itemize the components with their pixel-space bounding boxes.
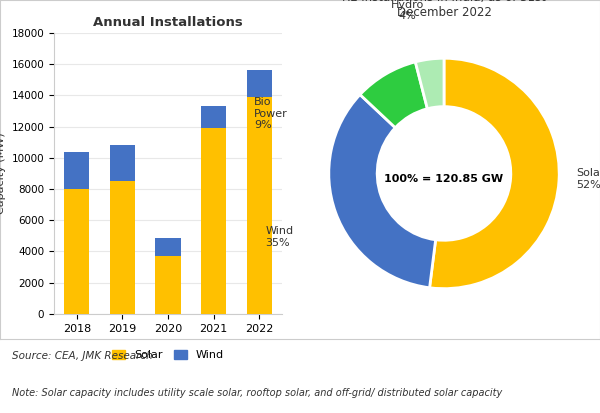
Text: Small
Hydro
4%: Small Hydro 4%	[391, 0, 424, 21]
Wedge shape	[415, 58, 444, 109]
Wedge shape	[430, 58, 559, 289]
Bar	[201, 128, 226, 314]
Text: Wind
35%: Wind 35%	[265, 226, 293, 248]
Bar	[201, 107, 226, 128]
Bar	[110, 181, 135, 314]
Text: Bio
Power
9%: Bio Power 9%	[254, 97, 287, 130]
Wedge shape	[360, 62, 427, 128]
Bar	[247, 70, 272, 97]
Bar	[155, 238, 181, 256]
Wedge shape	[329, 95, 436, 288]
Legend: Solar, Wind: Solar, Wind	[107, 345, 229, 365]
Bar	[110, 145, 135, 181]
Y-axis label: Capacity (MW): Capacity (MW)	[0, 133, 6, 214]
Bar	[64, 189, 89, 314]
Text: Note: Solar capacity includes utility scale solar, rooftop solar, and off-grid/ : Note: Solar capacity includes utility sc…	[12, 389, 502, 399]
Text: 100% = 120.85 GW: 100% = 120.85 GW	[385, 174, 503, 184]
Text: Source: CEA, JMK Research: Source: CEA, JMK Research	[12, 351, 153, 361]
Title: Annual Installations: Annual Installations	[93, 16, 243, 29]
Text: Solar
52%: Solar 52%	[577, 169, 600, 190]
Bar	[64, 152, 89, 189]
Title: RE Installations in India, as of 31st
December 2022: RE Installations in India, as of 31st De…	[342, 0, 546, 19]
Bar	[247, 97, 272, 314]
Bar	[155, 256, 181, 314]
